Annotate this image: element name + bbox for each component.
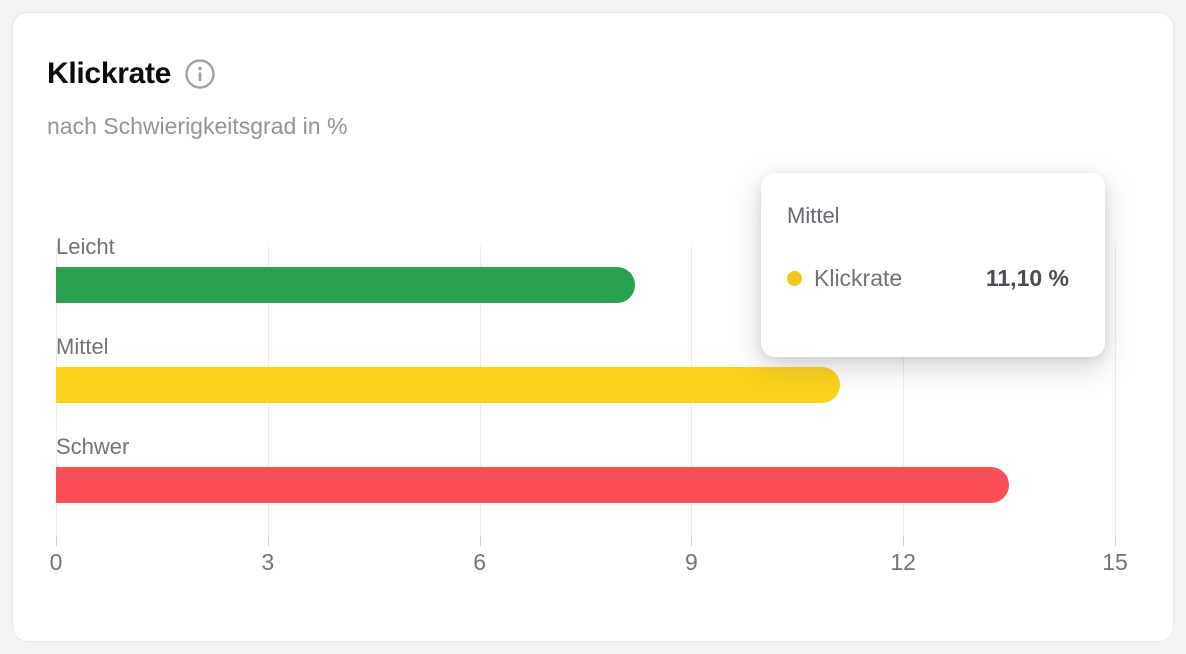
chart-row-leicht: Leicht [56,234,1115,306]
tooltip-value: 11,10 % [985,265,1069,291]
tooltip-series-label: Klickrate [814,265,903,291]
axis-tick [691,536,693,546]
x-tick-label: 0 [49,549,63,575]
x-tick-label: 6 [473,549,486,575]
axis-tick [56,536,57,546]
gridline [903,246,905,536]
chart-card: Klickrate nach Schwierigkeitsgrad in % L… [12,12,1174,642]
bar-mittel[interactable] [56,367,840,403]
category-label: Leicht [56,234,115,259]
bar-chart-plot: Leicht Mittel Schwer [56,234,1116,546]
chart-title: Klickrate [47,57,172,90]
tooltip-category: Mittel [787,203,840,228]
axis-tick [479,536,481,546]
x-tick-label: 12 [890,549,916,575]
axis-tick [267,536,269,546]
series-marker-dot [787,271,802,286]
chart-tooltip: Mittel Klickrate 11,10 % [761,173,1105,357]
bar-leicht[interactable] [56,267,635,303]
axis-tick [1115,536,1116,546]
x-axis: 0 3 6 9 12 15 [50,549,1128,579]
chart-row-mittel: Mittel [56,334,1115,406]
gridline [1115,246,1116,536]
bar-schwer[interactable] [56,467,1010,503]
info-icon[interactable] [185,59,215,89]
chart-header: Klickrate [47,57,215,91]
x-tick-label: 15 [1102,549,1128,575]
x-tick-label: 9 [684,549,698,575]
axis-tick [903,536,905,546]
chart-row-schwer: Schwer [56,434,1115,506]
chart-subtitle: nach Schwierigkeitsgrad in % [47,113,348,139]
x-tick-label: 3 [261,549,275,575]
category-label: Schwer [56,434,130,459]
tooltip-row: Klickrate 11,10 % [787,265,1069,292]
category-label: Mittel [56,334,109,359]
